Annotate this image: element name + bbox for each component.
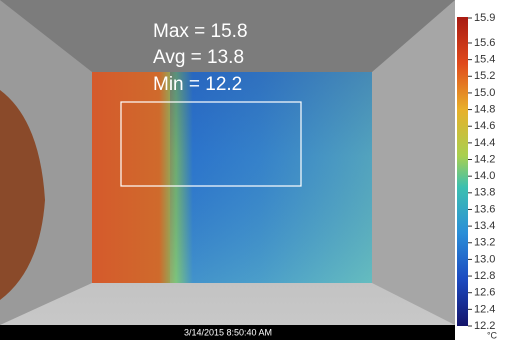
colorbar-tick-label: 15.2 (474, 70, 495, 82)
colorbar-tick-label: 12.4 (474, 303, 495, 315)
avg-label: Avg = 13.8 (153, 47, 244, 68)
colorbar-tick-label: 14.2 (474, 153, 495, 165)
thermal-view: Max = 15.8 Avg = 13.8 Min = 12.2 3/14/20… (0, 0, 505, 340)
colorbar-tick-label: 15.4 (474, 54, 495, 66)
min-label: Min = 12.2 (153, 74, 242, 95)
colorbar-tick-label: 13.2 (474, 237, 495, 249)
colorbar-tick-label: 13.6 (474, 203, 495, 215)
colorbar-tick-label: 14.0 (474, 170, 495, 182)
thermal-shading (170, 72, 372, 283)
colorbar-tick-label: 13.8 (474, 187, 495, 199)
colorbar-tick-label: 15.0 (474, 87, 495, 99)
colorbar-tick-label: 13.4 (474, 220, 495, 232)
timestamp: 3/14/2015 8:50:40 AM (184, 327, 272, 337)
colorbar-tick-label: 14.8 (474, 103, 495, 115)
colorbar (457, 17, 468, 326)
colorbar-tick-label: 12.6 (474, 287, 495, 299)
colorbar-tick-label: 13.0 (474, 253, 495, 265)
colorbar-tick-label: 14.6 (474, 120, 495, 132)
colorbar-tick-label: 12.2 (474, 320, 495, 332)
colorbar-tick-label: 12.8 (474, 270, 495, 282)
colorbar-tick-label: 15.6 (474, 37, 495, 49)
max-label: Max = 15.8 (153, 21, 248, 42)
colorbar-tick-label: 14.4 (474, 137, 495, 149)
colorbar-tick-label: 15.9 (474, 12, 495, 24)
